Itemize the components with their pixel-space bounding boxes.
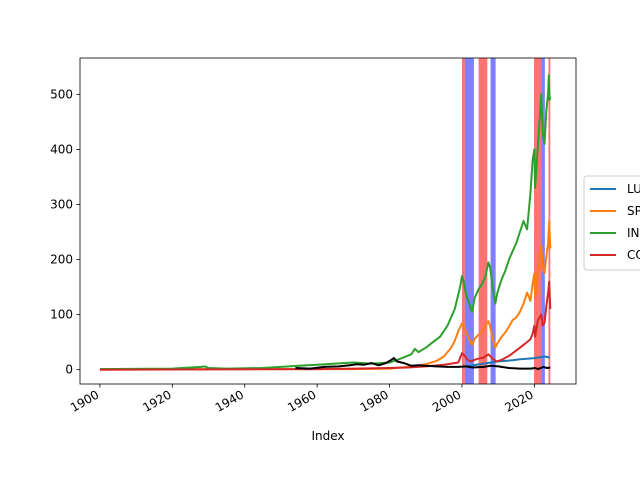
series-line-sp xyxy=(99,220,552,371)
legend-label-in: IN xyxy=(627,226,640,240)
x-axis-label: Index xyxy=(311,429,344,443)
shaded-region-5 xyxy=(541,58,545,384)
legend-label-lu: LU xyxy=(627,182,640,196)
shaded-region-3 xyxy=(490,58,496,384)
shaded-region-0 xyxy=(461,58,465,384)
y-tick-label: 100 xyxy=(50,308,73,322)
series-lines xyxy=(99,74,552,371)
legend-box xyxy=(583,175,640,271)
shaded-region-2 xyxy=(478,58,488,384)
y-tick-label: 500 xyxy=(50,87,73,101)
series-line-lu xyxy=(461,355,551,368)
y-tick-label: 400 xyxy=(50,142,73,156)
shaded-region-1 xyxy=(464,58,474,384)
y-tick-label: 0 xyxy=(65,363,73,377)
shaded-region-4 xyxy=(534,58,542,384)
series-line-unlabeled-4 xyxy=(295,357,551,371)
y-tick-label: 300 xyxy=(50,197,73,211)
legend: LU SP IN CO xyxy=(583,175,640,271)
y-axis: 0 100 200 300 400 500 xyxy=(50,87,80,377)
legend-label-co: CO xyxy=(627,248,640,262)
series-line-in xyxy=(99,74,552,371)
plot-frame xyxy=(79,57,577,385)
legend-label-sp: SP xyxy=(627,204,640,218)
y-tick-label: 200 xyxy=(50,253,73,267)
